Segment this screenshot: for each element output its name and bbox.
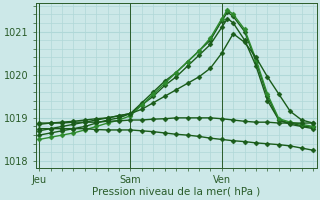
- X-axis label: Pression niveau de la mer( hPa ): Pression niveau de la mer( hPa ): [92, 187, 260, 197]
